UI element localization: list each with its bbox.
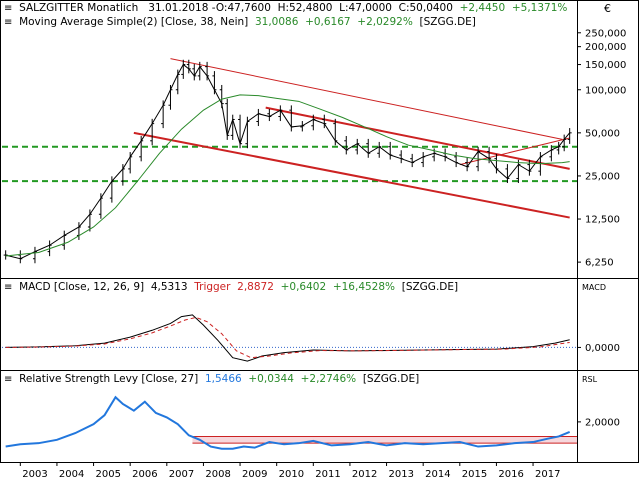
ma-change: +0,6167 [305, 16, 351, 28]
x-tick-label: 2011 [315, 469, 340, 480]
macd-trigger-label: Trigger [194, 281, 231, 293]
ma-source: [SZGG.DE] [419, 16, 476, 28]
x-tick-label: 2012 [352, 469, 377, 480]
y-tick-label: 200,000 [585, 42, 626, 53]
x-tick-label: 2017 [535, 469, 560, 480]
ma-header: ≡ Moving Average Simple(2) [Close, 38, N… [4, 16, 476, 28]
y-tick-label: 12,500 [585, 215, 620, 226]
macd-change: +0,6402 [280, 281, 327, 293]
menu-icon[interactable]: ≡ [4, 3, 13, 14]
x-tick-label: 2007 [169, 469, 194, 480]
header-close: C:50,0400 [398, 2, 453, 14]
rsl-header: ≡ Relative Strength Levy [Close, 27] 1,5… [4, 373, 419, 385]
y-tick-label: 6,250 [585, 258, 614, 269]
y-tick-label: 2,0000 [585, 417, 620, 428]
rsl-line [5, 395, 571, 450]
header-open: -O:47,7600 [211, 2, 271, 14]
price-series-line [5, 63, 571, 260]
x-tick-label: 2006 [132, 469, 157, 480]
rsl-value: 1,5466 [204, 373, 242, 385]
x-tick-label: 2015 [462, 469, 487, 480]
rsl-change: +0,0344 [248, 373, 294, 385]
macd-value: 4,5313 [150, 281, 188, 293]
y-tick-label: 0,0000 [585, 343, 620, 354]
macd-header: ≡ MACD [Close, 12, 26, 9] 4,5313 Trigger… [4, 281, 458, 293]
macd-line [5, 314, 570, 362]
y-tick-label: 50,000 [585, 128, 620, 139]
trend-line [459, 137, 570, 166]
price-header: ≡ SALZGITTER Monatlich 31.01.2018 -O:47,… [4, 2, 567, 14]
macd-trigger-line [5, 316, 570, 359]
ma-value: 31,0086 [254, 16, 299, 28]
header-low: L:47,0000 [339, 2, 392, 14]
macd-source: [SZGG.DE] [401, 281, 459, 293]
trend-line [170, 58, 563, 140]
x-tick-label: 2003 [22, 469, 47, 480]
x-tick-label: 2004 [59, 469, 84, 480]
y-tick-label: 25,000 [585, 171, 620, 182]
y-tick-label: 100,000 [585, 85, 626, 96]
menu-icon[interactable]: ≡ [4, 282, 13, 293]
rsl-band [192, 436, 577, 444]
header-change-pct: +5,1371% [511, 2, 568, 14]
instrument-name: SALZGITTER Monatlich [19, 2, 139, 14]
x-tick-label: 2005 [96, 469, 121, 480]
macd-trigger-value: 2,8872 [237, 281, 274, 293]
menu-icon[interactable]: ≡ [4, 374, 13, 385]
macd-label: MACD [Close, 12, 26, 9] [19, 281, 145, 293]
header-change: +2,4450 [459, 2, 506, 14]
y-tick-label: 150,000 [585, 60, 626, 71]
x-tick-label: 2014 [425, 469, 450, 480]
rsl-axis-title: RSL [582, 375, 598, 384]
rsl-change-pct: +2,2746% [300, 373, 357, 385]
panel-frame [0, 0, 639, 279]
macd-axis-title: MACD [582, 283, 606, 292]
x-tick-label: 2008 [205, 469, 230, 480]
y-tick-label: 250,000 [585, 28, 626, 39]
moving-average-line [5, 94, 570, 257]
trend-line [265, 106, 570, 170]
x-tick-label: 2010 [279, 469, 304, 480]
ma-change-pct: +2,0292% [357, 16, 413, 28]
x-tick-label: 2016 [498, 469, 523, 480]
header-date: 31.01.2018 [148, 2, 209, 14]
rsl-label: Relative Strength Levy [Close, 27] [19, 373, 199, 385]
menu-icon[interactable]: ≡ [4, 17, 13, 28]
header-high: H:52,4800 [277, 2, 333, 14]
macd-change-pct: +16,4528% [332, 281, 396, 293]
ma-label: Moving Average Simple(2) [Close, 38, Nei… [19, 16, 249, 28]
panel-frame [0, 370, 639, 463]
currency-symbol: € [604, 2, 611, 15]
x-tick-label: 2009 [242, 469, 267, 480]
trend-line [133, 131, 570, 219]
rsl-source: [SZGG.DE] [362, 373, 420, 385]
x-tick-label: 2013 [389, 469, 414, 480]
